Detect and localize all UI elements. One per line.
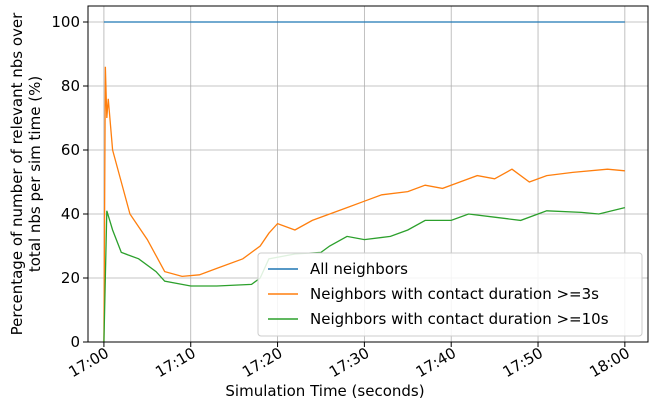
x-tick-label: 17:10 xyxy=(152,344,198,381)
y-tick-label: 0 xyxy=(70,333,80,351)
x-tick-label: 18:00 xyxy=(586,344,632,381)
x-axis-label: Simulation Time (seconds) xyxy=(225,382,424,400)
legend: All neighbors Neighbors with contact dura… xyxy=(257,252,643,337)
legend-label: All neighbors xyxy=(310,260,408,278)
x-tick-label: 17:40 xyxy=(413,344,459,381)
x-tick-label: 17:20 xyxy=(239,344,285,381)
x-tick-label: 17:50 xyxy=(500,344,546,381)
legend-label: Neighbors with contact duration >=3s xyxy=(310,285,599,303)
y-axis-label: Percentage of number of relevant nbs ove… xyxy=(8,12,26,335)
plot-frame xyxy=(87,5,649,343)
x-tick-label: 17:30 xyxy=(326,344,372,381)
legend-label: Neighbors with contact duration >=10s xyxy=(310,310,609,328)
data-line xyxy=(103,206,626,343)
y-tick-label: 80 xyxy=(61,77,80,95)
data-line xyxy=(103,66,625,343)
y-tick-label: 60 xyxy=(61,141,80,159)
y-axis-label: total nbs per sim time (%) xyxy=(26,76,44,272)
y-tick-label: 100 xyxy=(51,13,80,31)
legend-box xyxy=(257,252,643,337)
y-tick-label: 40 xyxy=(61,205,80,223)
y-tick-label: 20 xyxy=(61,269,80,287)
